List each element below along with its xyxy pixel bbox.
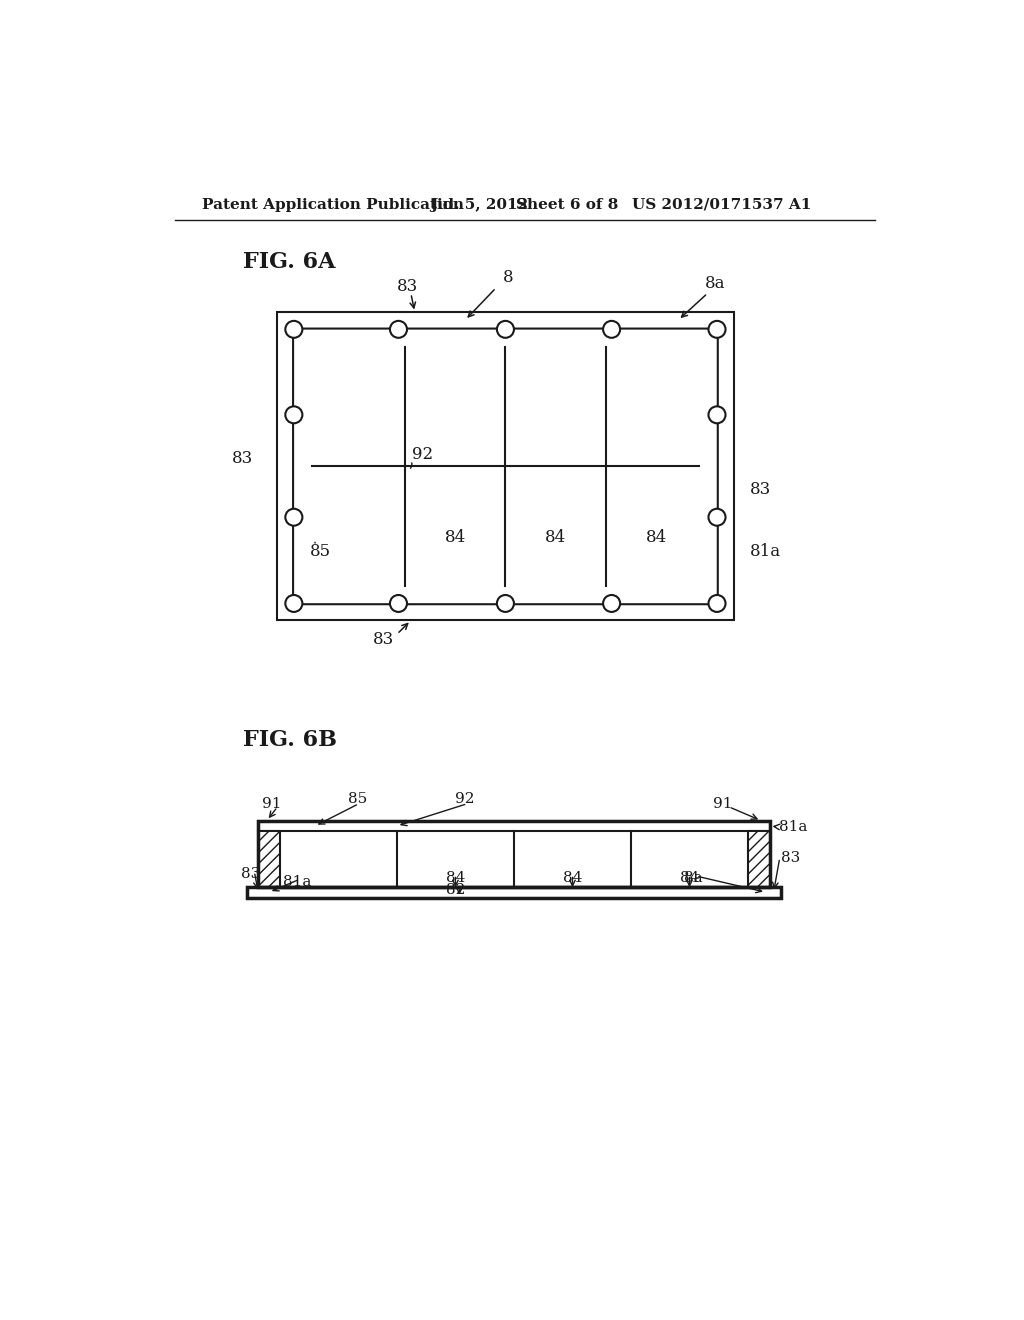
Text: 8: 8 [503,269,513,286]
Text: 8a: 8a [706,275,726,292]
Text: 83: 83 [373,631,394,648]
Text: 8a: 8a [684,871,703,886]
Circle shape [390,595,407,612]
Circle shape [709,508,726,525]
Text: 85: 85 [348,792,367,807]
Text: Patent Application Publication: Patent Application Publication [202,198,464,211]
Text: 92: 92 [456,792,475,807]
Bar [276,313,734,620]
Text: 84: 84 [444,529,466,546]
Bar [258,832,280,887]
Text: 82: 82 [445,883,465,896]
Bar [247,887,781,898]
Text: US 2012/0171537 A1: US 2012/0171537 A1 [632,198,811,211]
Text: 84: 84 [680,871,699,886]
Bar [258,821,770,887]
Text: 85: 85 [309,543,331,560]
Circle shape [286,321,302,338]
Circle shape [709,321,726,338]
Circle shape [286,407,302,424]
Text: 83: 83 [396,279,418,296]
Text: 83: 83 [781,850,801,865]
Text: FIG. 6A: FIG. 6A [243,251,335,273]
Text: 81a: 81a [779,820,807,834]
Circle shape [497,595,514,612]
Circle shape [709,407,726,424]
Text: 81a: 81a [751,543,781,560]
Circle shape [603,321,621,338]
Circle shape [497,321,514,338]
Circle shape [603,595,621,612]
Bar [258,821,770,832]
Text: 84: 84 [445,871,465,886]
Bar [247,887,781,898]
Text: FIG. 6B: FIG. 6B [243,729,337,751]
Circle shape [390,321,407,338]
Text: 83: 83 [232,450,253,467]
Text: 91: 91 [714,797,733,810]
Text: 92: 92 [413,446,433,463]
Bar [748,832,770,887]
Circle shape [709,595,726,612]
Circle shape [286,595,302,612]
Text: Jul. 5, 2012: Jul. 5, 2012 [430,198,528,211]
Text: 83: 83 [241,867,260,882]
Text: 84: 84 [563,871,583,886]
Text: 91: 91 [262,797,282,810]
Text: Sheet 6 of 8: Sheet 6 of 8 [515,198,617,211]
Circle shape [286,508,302,525]
Text: 83: 83 [751,480,771,498]
Text: 84: 84 [646,529,668,546]
FancyBboxPatch shape [293,329,718,605]
Text: 84: 84 [545,529,566,546]
Text: 81a: 81a [283,875,311,890]
